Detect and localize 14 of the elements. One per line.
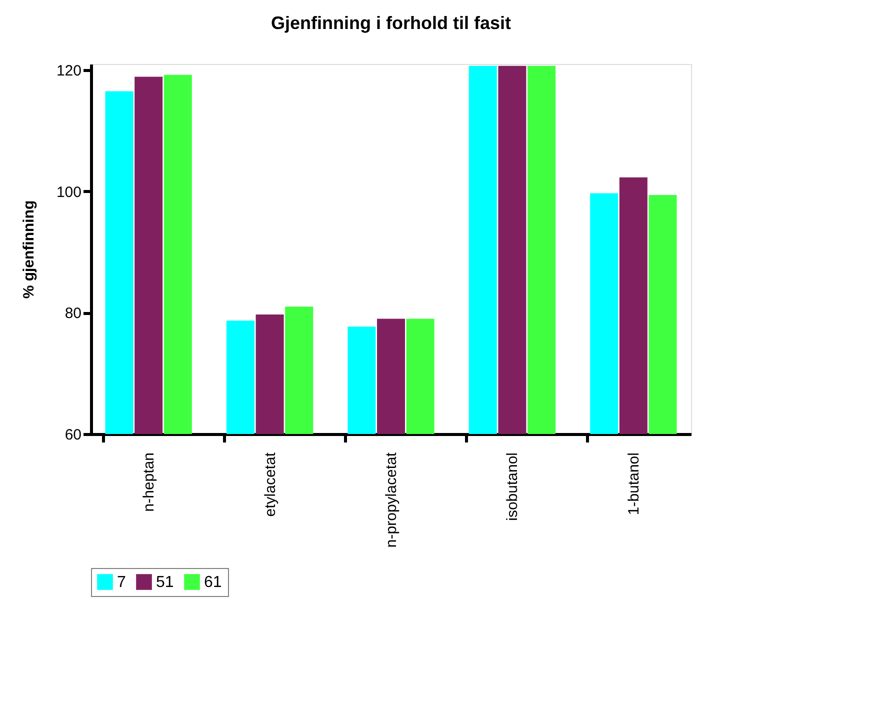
x-tick-label: n-propylacetat <box>383 452 400 548</box>
x-tick-label: etylacetat <box>262 452 279 517</box>
chart-title: Gjenfinning i forhold til fasit <box>271 13 511 34</box>
y-tick-label: 120 <box>56 62 82 80</box>
y-tick-label: 60 <box>64 426 82 444</box>
y-axis-title: % gjenfinning <box>20 200 38 299</box>
x-tick-label: isobutanol <box>504 452 522 521</box>
y-tick-label: 100 <box>56 184 82 201</box>
legend-label: 7 <box>117 574 126 591</box>
legend-label: 51 <box>156 574 174 591</box>
x-tick-label: n-heptan <box>140 452 158 512</box>
legend-label: 61 <box>204 574 222 591</box>
x-tick-label: 1-butanol <box>625 452 642 516</box>
y-tick-label: 80 <box>64 305 82 322</box>
